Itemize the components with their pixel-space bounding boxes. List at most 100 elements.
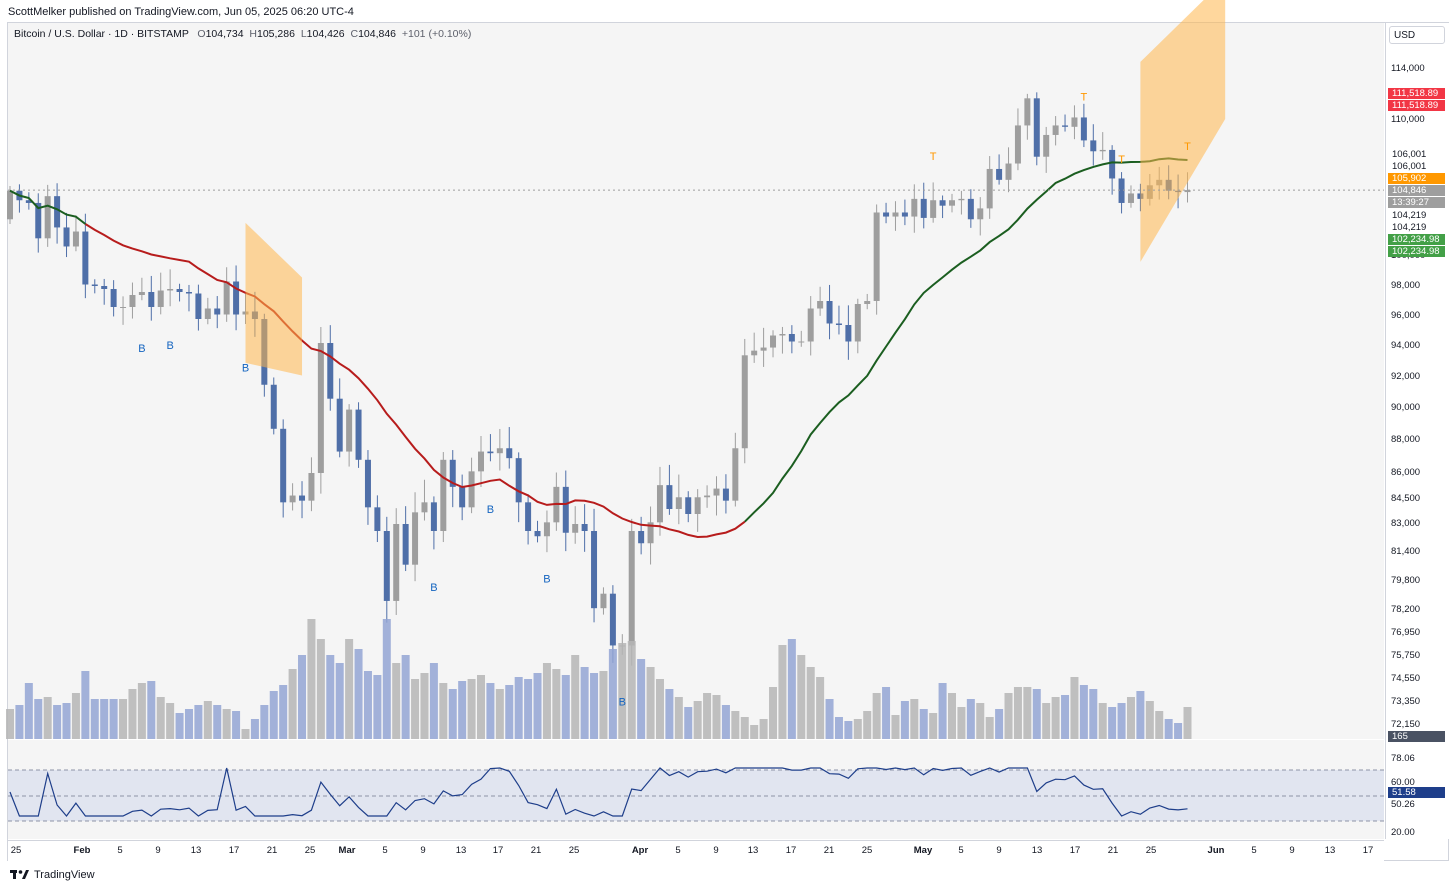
volume-bar xyxy=(279,685,288,739)
volume-bar xyxy=(109,699,118,739)
symbol-name: Bitcoin / U.S. Dollar · 1D · BITSTAMP xyxy=(14,28,189,40)
oscillator-tick: 60.00 xyxy=(1391,777,1415,788)
open-label: O xyxy=(197,28,206,40)
volume-bar xyxy=(1032,689,1041,739)
top-signal-label: T xyxy=(930,151,937,163)
volume-bars xyxy=(6,619,1192,739)
candle-body xyxy=(421,502,428,513)
price-tick: 81,400 xyxy=(1391,546,1421,557)
price-tag: 104,846 xyxy=(1388,185,1445,196)
volume-bar xyxy=(6,709,14,739)
volume-bar xyxy=(608,649,617,739)
volume-bar xyxy=(411,679,420,739)
close-value: 104,846 xyxy=(358,28,397,40)
candle-body xyxy=(327,343,334,399)
price-tag: 165 xyxy=(1388,731,1445,742)
candle-body xyxy=(647,522,654,544)
candle-body xyxy=(562,486,569,533)
candle-body xyxy=(1062,125,1069,127)
symbol-legend: Bitcoin / U.S. Dollar · 1D · BITSTAMP O 1… xyxy=(14,28,471,40)
price-tick: 90,000 xyxy=(1391,402,1421,413)
price-tag: 102,234.98 xyxy=(1388,246,1445,257)
low-value: 104,426 xyxy=(306,28,345,40)
time-label: 25 xyxy=(568,845,580,856)
candle-body xyxy=(185,292,192,294)
oscillator-tick: 50.26 xyxy=(1391,799,1415,810)
time-label: 17 xyxy=(492,845,504,856)
time-label: 25 xyxy=(304,845,316,856)
time-axis[interactable] xyxy=(8,840,1384,862)
volume-bar xyxy=(948,693,956,739)
volume-bar xyxy=(655,679,664,739)
volume-bar xyxy=(15,705,24,739)
volume-bar xyxy=(307,619,316,739)
volume-bar xyxy=(250,719,259,739)
candle-body xyxy=(157,290,164,307)
volume-bar xyxy=(128,689,137,739)
candle-body xyxy=(449,459,456,487)
tradingview-logo-icon xyxy=(10,870,29,879)
time-label: 21 xyxy=(266,845,278,856)
volume-bar xyxy=(420,673,429,739)
volume-bar xyxy=(429,663,438,739)
price-tick: 114,000 xyxy=(1391,63,1425,74)
candle-body xyxy=(468,471,475,508)
volume-bar xyxy=(825,699,834,739)
price-tick: 94,000 xyxy=(1391,340,1421,351)
volume-bar xyxy=(486,683,495,739)
volume-bar xyxy=(599,671,608,739)
volume-bar xyxy=(618,643,627,739)
candle-body xyxy=(732,448,739,501)
volume-bar xyxy=(900,701,909,739)
low-label: L xyxy=(300,28,307,40)
volume-bar xyxy=(787,639,796,739)
candle-body xyxy=(402,524,409,565)
volume-bar xyxy=(721,705,730,739)
candle-body xyxy=(280,428,287,503)
candle-body xyxy=(496,448,503,454)
volume-bar xyxy=(1126,697,1135,739)
top-signal-label: T xyxy=(1118,154,1125,166)
candle-body xyxy=(581,524,588,531)
volume-bar xyxy=(571,655,580,739)
time-label: 17 xyxy=(1069,845,1081,856)
candle-body xyxy=(798,341,805,343)
volume-bar xyxy=(335,663,344,739)
volume-bar xyxy=(288,669,297,739)
candle-body xyxy=(1033,98,1040,157)
time-label: 5 xyxy=(1251,845,1257,856)
currency-button[interactable]: USD xyxy=(1389,26,1445,44)
price-tick: 92,000 xyxy=(1391,371,1421,382)
volume-bar xyxy=(853,719,862,739)
volume-bar xyxy=(524,679,533,739)
candle-body xyxy=(412,512,419,565)
candle-body xyxy=(901,212,908,217)
time-label: May xyxy=(913,845,933,856)
volume-bar xyxy=(505,685,514,739)
time-label: Apr xyxy=(631,845,649,856)
volume-bar xyxy=(580,667,589,739)
volume-bar xyxy=(90,699,99,739)
volume-bar xyxy=(976,703,985,739)
volume-bar xyxy=(740,717,749,739)
candle-body xyxy=(845,325,852,342)
footer: TradingView xyxy=(10,869,95,881)
candle-body xyxy=(487,451,494,454)
price-tag: 105,902 xyxy=(1388,173,1445,184)
candle-body xyxy=(751,350,758,356)
candle-body xyxy=(299,495,306,501)
candle-body xyxy=(374,507,381,531)
volume-bar xyxy=(260,705,269,739)
time-label: 13 xyxy=(190,845,202,856)
candle-body xyxy=(760,347,767,351)
volume-bar xyxy=(750,725,759,739)
buy-signal-label: B xyxy=(430,582,437,594)
volume-bar xyxy=(81,671,90,739)
volume-bar xyxy=(759,719,768,739)
price-tag: 104,219 xyxy=(1388,222,1445,233)
price-tag: 106,001 xyxy=(1388,161,1445,172)
volume-bar xyxy=(34,699,43,739)
volume-bar xyxy=(872,693,881,739)
time-label: 25 xyxy=(861,845,873,856)
